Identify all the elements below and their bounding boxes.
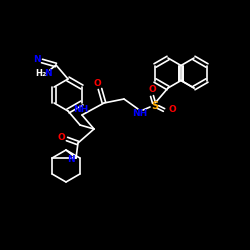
Text: N: N	[67, 156, 75, 164]
Text: O: O	[57, 134, 65, 142]
Text: N: N	[44, 68, 52, 78]
Text: O: O	[148, 84, 156, 94]
Text: S: S	[152, 101, 158, 111]
Text: H: H	[36, 68, 43, 78]
Text: NH: NH	[74, 104, 88, 114]
Text: 2: 2	[42, 72, 46, 78]
Text: NH: NH	[132, 108, 148, 118]
Text: O: O	[93, 78, 101, 88]
Text: O: O	[168, 106, 176, 114]
Text: N: N	[33, 56, 41, 64]
